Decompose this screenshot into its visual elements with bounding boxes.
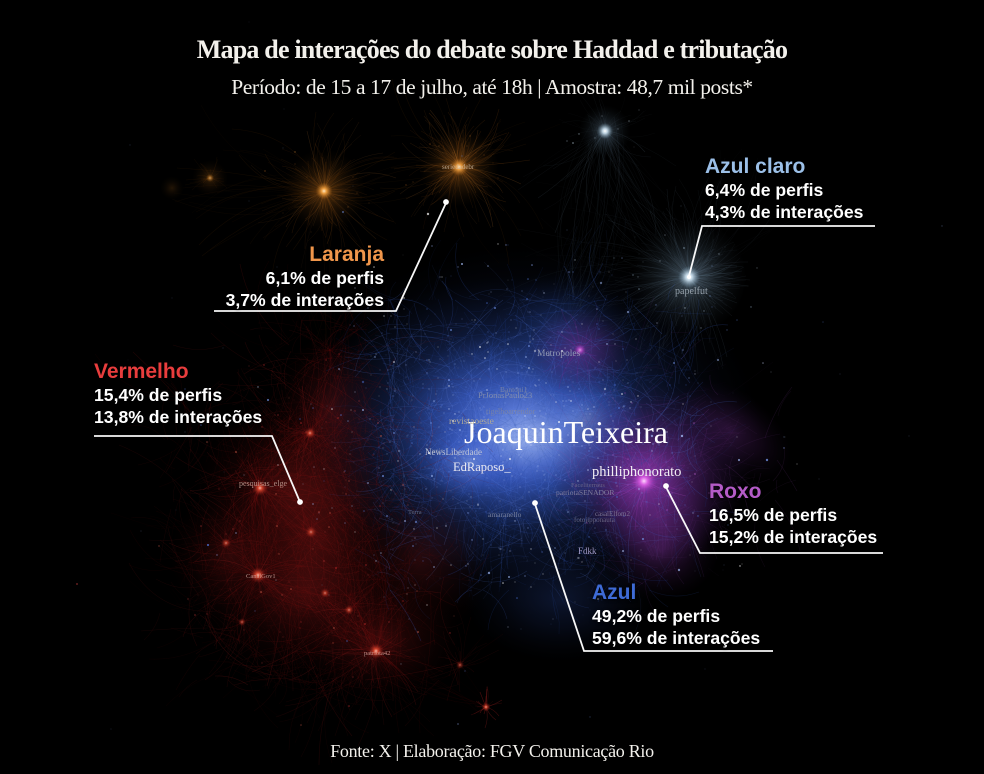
svg-text:NewsLiberdade: NewsLiberdade bbox=[425, 447, 482, 457]
svg-text:PrJonasPaulo23: PrJonasPaulo23 bbox=[478, 390, 532, 400]
svg-text:fotojipponauta: fotojipponauta bbox=[574, 516, 616, 524]
svg-text:seriedadebr: seriedadebr bbox=[442, 163, 475, 171]
svg-text:tigelhoarrendor: tigelhoarrendor bbox=[486, 407, 536, 416]
svg-text:papelfut: papelfut bbox=[675, 286, 708, 297]
svg-text:veja: veja bbox=[432, 447, 445, 455]
svg-text:Fdkk: Fdkk bbox=[578, 546, 597, 556]
svg-text:Bantoni1: Bantoni1 bbox=[500, 385, 528, 394]
svg-text:JoaquinTeixeira: JoaquinTeixeira bbox=[464, 414, 668, 450]
svg-text:patriotaSENADOR: patriotaSENADOR bbox=[556, 488, 614, 497]
svg-text:Faceliterrous: Faceliterrous bbox=[571, 482, 605, 489]
svg-text:casalElfom2: casalElfom2 bbox=[595, 510, 630, 518]
svg-text:patriota42: patriota42 bbox=[364, 650, 390, 657]
svg-text:amaranello: amaranello bbox=[488, 510, 522, 519]
svg-text:Metropoles: Metropoles bbox=[537, 349, 581, 359]
svg-text:EdRaposo_: EdRaposo_ bbox=[453, 460, 511, 474]
svg-text:revistaoeste: revistaoeste bbox=[449, 417, 494, 427]
svg-text:pesquisas_elge: pesquisas_elge bbox=[239, 479, 287, 488]
svg-text:philliphonorato: philliphonorato bbox=[592, 464, 681, 480]
svg-text:Terra: Terra bbox=[408, 509, 422, 516]
svg-text:CanalGov1: CanalGov1 bbox=[246, 573, 276, 580]
